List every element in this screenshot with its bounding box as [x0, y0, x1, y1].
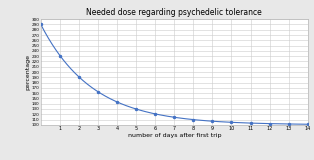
- Y-axis label: percentage: percentage: [25, 54, 30, 90]
- Title: Needed dose regarding psychedelic tolerance: Needed dose regarding psychedelic tolera…: [86, 8, 262, 17]
- X-axis label: number of days after first trip: number of days after first trip: [127, 133, 221, 138]
